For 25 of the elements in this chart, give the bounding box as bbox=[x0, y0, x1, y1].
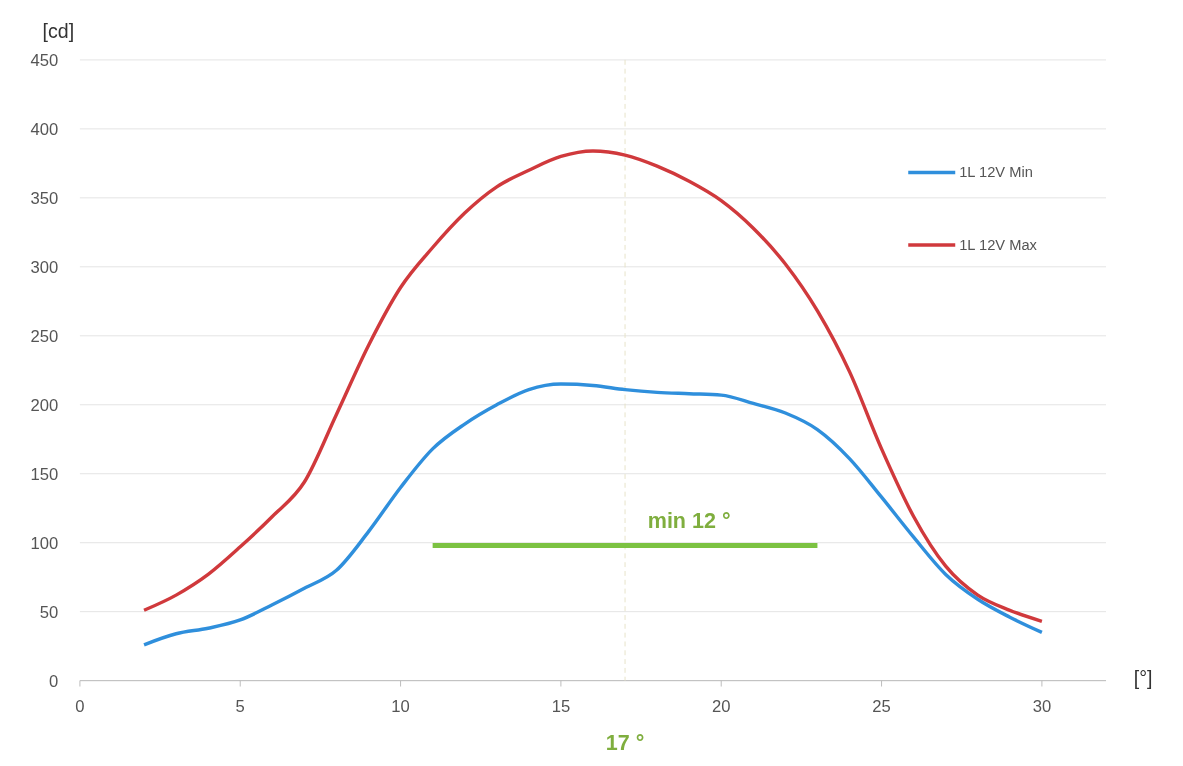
x-tick-label: 0 bbox=[75, 696, 85, 716]
y-tick-label: 100 bbox=[30, 533, 59, 553]
y-tick-label: 400 bbox=[30, 119, 59, 139]
x-tick-label: 10 bbox=[391, 696, 410, 716]
x-tick-label: 30 bbox=[1032, 696, 1052, 716]
x-tick-label: 20 bbox=[711, 696, 731, 716]
y-tick-label: 50 bbox=[39, 602, 59, 622]
line-series bbox=[142, 149, 1044, 624]
y-tick-label: 250 bbox=[30, 326, 59, 346]
legend-label: 1L 12V Max bbox=[959, 236, 1038, 253]
y-tick-label: 350 bbox=[30, 188, 59, 208]
y-tick-label: 150 bbox=[30, 464, 59, 484]
y-tick-label: 450 bbox=[30, 50, 59, 70]
line-series bbox=[142, 382, 1044, 647]
x-tick-label: 15 bbox=[551, 696, 571, 716]
ref-line-label: 17 ° bbox=[605, 731, 645, 756]
y-tick-label: 300 bbox=[30, 257, 59, 277]
x-tick-label: 5 bbox=[235, 696, 245, 716]
x-axis-title: [°] bbox=[1133, 666, 1153, 689]
y-axis-title: [cd] bbox=[42, 20, 75, 43]
y-tick-label: 200 bbox=[30, 395, 59, 415]
legend-label: 1L 12V Min bbox=[959, 164, 1033, 181]
x-tick-label: 25 bbox=[872, 696, 891, 716]
annotation: min 12 ° bbox=[647, 508, 731, 533]
y-tick-label: 0 bbox=[49, 671, 59, 691]
